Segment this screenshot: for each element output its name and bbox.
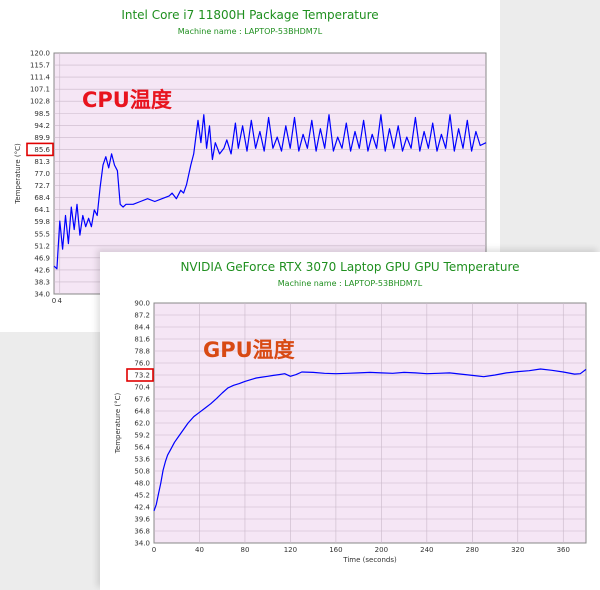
gpu-y-tick-label: 34.0: [134, 540, 150, 548]
gpu-y-tick-label: 42.4: [134, 504, 150, 512]
gpu-x-tick-label: 80: [240, 546, 249, 554]
gpu-x-tick-label: 40: [195, 546, 204, 554]
gpu-overlay-label: GPU温度: [203, 338, 295, 362]
gpu-x-axis-label: Time (seconds): [342, 556, 397, 564]
gpu-chart-title: NVIDIA GeForce RTX 3070 Laptop GPU GPU T…: [180, 260, 520, 274]
cpu-y-tick-label: 59.8: [34, 218, 50, 226]
cpu-y-tick-label: 51.2: [34, 242, 50, 250]
cpu-x-tick-label: 4: [58, 297, 63, 305]
gpu-y-tick-label: 81.6: [134, 336, 150, 344]
gpu-y-tick-label: 56.4: [134, 444, 150, 452]
cpu-y-tick-label: 72.7: [34, 182, 50, 190]
cpu-y-tick-label: 94.2: [34, 122, 50, 130]
cpu-highlight-box: [26, 142, 54, 157]
gpu-x-tick-label: 280: [466, 546, 479, 554]
gpu-x-tick-label: 120: [284, 546, 297, 554]
cpu-y-tick-label: 98.5: [34, 110, 50, 118]
gpu-x-tick-label: 320: [511, 546, 524, 554]
cpu-y-tick-label: 34.0: [34, 291, 50, 299]
gpu-y-tick-label: 90.0: [134, 300, 150, 308]
cpu-y-tick-label: 89.9: [34, 134, 50, 142]
cpu-y-tick-label: 111.4: [30, 74, 51, 82]
cpu-y-tick-label: 38.3: [34, 278, 50, 286]
cpu-series-line: [53, 114, 487, 270]
cpu-y-tick-label: 68.4: [34, 194, 50, 202]
cpu-overlay-label: CPU温度: [82, 88, 172, 112]
cpu-chart-subtitle: Machine name : LAPTOP-53BHDM7L: [177, 27, 323, 36]
gpu-y-axis-label: Temperature (°C): [114, 393, 122, 455]
gpu-chart-subtitle: Machine name : LAPTOP-53BHDM7L: [277, 279, 423, 288]
cpu-y-axis-label: Temperature (°C): [14, 143, 22, 205]
gpu-y-tick-label: 76.0: [134, 360, 150, 368]
gpu-y-tick-label: 53.6: [134, 456, 150, 464]
gpu-chart: 34.0 36.8 39.6 42.4 45.2 48.0 50.8 53.6 56.4 59.2…: [114, 300, 587, 564]
gpu-x-tick-label: 160: [329, 546, 342, 554]
cpu-y-tick-label: 77.0: [34, 170, 50, 178]
cpu-y-tick-label: 64.1: [34, 206, 50, 214]
gpu-y-tick-label: 48.0: [134, 480, 150, 488]
cpu-y-tick-label: 120.0: [30, 50, 50, 58]
gpu-x-tick-label: 0: [152, 546, 156, 554]
gpu-y-tick-label: 78.8: [134, 348, 150, 356]
gpu-x-tick-label: 200: [375, 546, 388, 554]
gpu-y-tick-label: 73.2: [134, 372, 150, 380]
gpu-y-tick-label: 87.2: [134, 312, 150, 320]
cpu-x-tick-label: 0: [52, 297, 56, 305]
gpu-chart-panel: NVIDIA GeForce RTX 3070 Laptop GPU GPU T…: [100, 252, 600, 590]
cpu-y-tick-label: 107.1: [30, 86, 50, 94]
gpu-y-tick-label: 45.2: [134, 492, 150, 500]
gpu-y-tick-label: 36.8: [134, 528, 150, 536]
gpu-y-tick-label: 84.4: [134, 324, 150, 332]
cpu-y-tick-label: 81.3: [34, 158, 50, 166]
gpu-highlight-box: [126, 368, 154, 382]
cpu-y-tick-label: 42.6: [34, 266, 50, 274]
gpu-y-tick-label: 62.0: [134, 420, 150, 428]
gpu-y-tick-label: 59.2: [134, 432, 150, 440]
cpu-y-tick-label: 55.5: [34, 230, 50, 238]
gpu-x-tick-label: 240: [420, 546, 433, 554]
cpu-y-tick-label: 102.8: [30, 98, 50, 106]
gpu-series-line: [153, 368, 587, 512]
gpu-y-tick-label: 67.6: [134, 396, 150, 404]
gpu-y-tick-label: 64.8: [134, 408, 150, 416]
gpu-x-tick-label: 360: [557, 546, 570, 554]
cpu-chart-title: Intel Core i7 11800H Package Temperature: [121, 8, 379, 22]
cpu-y-tick-label: 85.6: [34, 146, 50, 154]
gpu-y-tick-label: 39.6: [134, 516, 150, 524]
gpu-y-tick-label: 70.4: [134, 384, 150, 392]
gpu-y-tick-label: 50.8: [134, 468, 150, 476]
cpu-y-tick-label: 115.7: [30, 62, 50, 70]
cpu-y-tick-label: 46.9: [34, 254, 50, 262]
